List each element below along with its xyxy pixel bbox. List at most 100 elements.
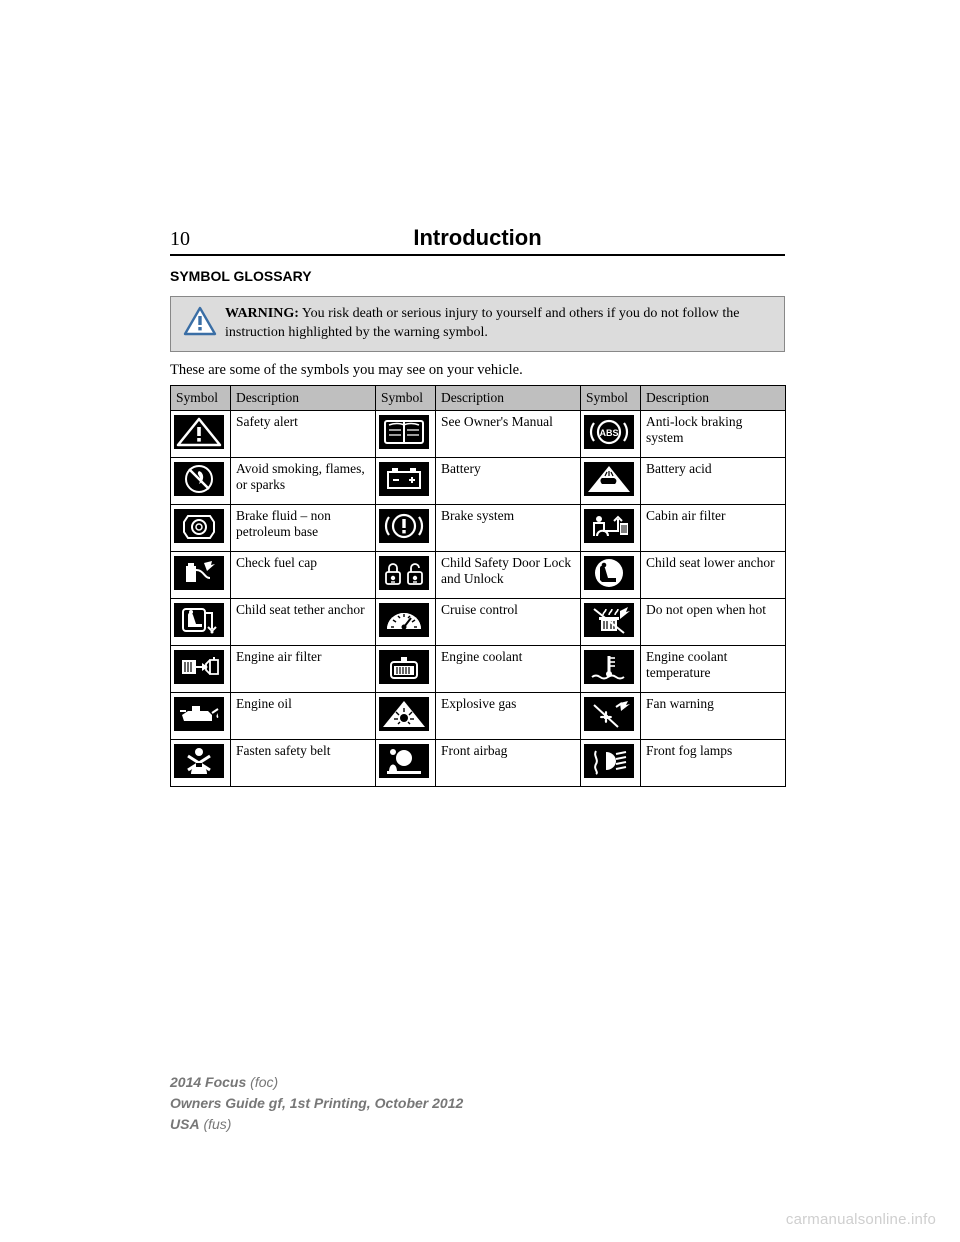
description-cell: Cabin air filter <box>641 504 786 551</box>
symbol-cell <box>376 692 436 739</box>
description-cell: Fasten safety belt <box>231 739 376 786</box>
description-cell: Child seat tether anchor <box>231 598 376 645</box>
table-row: Safety alert See Owner's Manual Anti-lock … <box>171 410 786 457</box>
warning-box: WARNING: You risk death or serious injur… <box>170 296 785 352</box>
page-content: 10 Introduction SYMBOL GLOSSARY WARNING:… <box>170 225 785 787</box>
footer-region: USA <box>170 1116 200 1132</box>
table-row: Brake fluid – non petroleum base Brake sy… <box>171 504 786 551</box>
footer-region-code: (fus) <box>200 1116 232 1132</box>
battery-acid-icon <box>584 462 634 496</box>
symbol-cell <box>376 457 436 504</box>
symbol-cell <box>171 598 231 645</box>
engine-coolant-icon <box>379 650 429 684</box>
symbol-cell <box>376 645 436 692</box>
description-cell: Battery acid <box>641 457 786 504</box>
check-fuel-cap-icon <box>174 556 224 590</box>
fan-warning-icon <box>584 697 634 731</box>
table-header: Symbol <box>581 385 641 410</box>
symbol-cell <box>376 504 436 551</box>
table-header: Description <box>436 385 581 410</box>
symbol-cell <box>581 598 641 645</box>
warning-text: You risk death or serious injury to your… <box>225 306 739 340</box>
symbol-cell <box>581 504 641 551</box>
child-lock-icon <box>379 556 429 590</box>
symbol-cell <box>171 504 231 551</box>
table-row: Child seat tether anchor Cruise control Do… <box>171 598 786 645</box>
table-header: Symbol <box>376 385 436 410</box>
table-row: Check fuel cap Child Safety Door Lock and… <box>171 551 786 598</box>
cruise-control-icon <box>379 603 429 637</box>
description-cell: Engine coolant temperature <box>641 645 786 692</box>
child-seat-lower-icon <box>584 556 634 590</box>
description-cell: Cruise control <box>436 598 581 645</box>
symbol-cell <box>581 410 641 457</box>
table-row: Fasten safety belt Front airbag Front fog … <box>171 739 786 786</box>
description-cell: Avoid smoking, flames, or sparks <box>231 457 376 504</box>
description-cell: Child Safety Door Lock and Unlock <box>436 551 581 598</box>
description-cell: Child seat lower anchor <box>641 551 786 598</box>
description-cell: Safety alert <box>231 410 376 457</box>
table-row: Engine oil Explosive gas Fan warning <box>171 692 786 739</box>
description-cell: Do not open when hot <box>641 598 786 645</box>
footer-model: 2014 Focus <box>170 1074 246 1090</box>
do-not-open-hot-icon <box>584 603 634 637</box>
symbol-cell <box>171 692 231 739</box>
table-header: Description <box>231 385 376 410</box>
description-cell: Anti-lock braking system <box>641 410 786 457</box>
symbol-cell <box>581 739 641 786</box>
warning-label: WARNING: <box>225 306 299 321</box>
description-cell: Front fog lamps <box>641 739 786 786</box>
child-seat-tether-icon <box>174 603 224 637</box>
watermark: carmanualsonline.info <box>786 1211 936 1228</box>
symbol-cell <box>171 739 231 786</box>
description-cell: Check fuel cap <box>231 551 376 598</box>
cabin-air-filter-icon <box>584 509 634 543</box>
description-cell: Battery <box>436 457 581 504</box>
symbol-cell <box>581 457 641 504</box>
description-cell: See Owner's Manual <box>436 410 581 457</box>
symbol-cell <box>171 457 231 504</box>
safety-alert-icon <box>174 415 224 449</box>
engine-oil-icon <box>174 697 224 731</box>
symbol-cell <box>376 739 436 786</box>
symbol-cell <box>376 598 436 645</box>
symbol-cell <box>581 551 641 598</box>
table-row: Avoid smoking, flames, or sparks Battery B… <box>171 457 786 504</box>
section-title: SYMBOL GLOSSARY <box>170 268 785 284</box>
owners-manual-icon <box>379 415 429 449</box>
front-fog-icon <box>584 744 634 778</box>
description-cell: Engine coolant <box>436 645 581 692</box>
symbol-cell <box>581 692 641 739</box>
engine-air-filter-icon <box>174 650 224 684</box>
warning-triangle-icon <box>183 306 217 336</box>
description-cell: Brake system <box>436 504 581 551</box>
description-cell: Engine oil <box>231 692 376 739</box>
description-cell: Brake fluid – non petroleum base <box>231 504 376 551</box>
footer-model-code: (foc) <box>246 1074 278 1090</box>
description-cell: Fan warning <box>641 692 786 739</box>
fasten-belt-icon <box>174 744 224 778</box>
description-cell: Engine air filter <box>231 645 376 692</box>
symbol-cell <box>581 645 641 692</box>
symbol-cell <box>376 410 436 457</box>
abs-icon <box>584 415 634 449</box>
table-header: Symbol <box>171 385 231 410</box>
intro-line: These are some of the symbols you may se… <box>170 362 785 379</box>
front-airbag-icon <box>379 744 429 778</box>
symbol-cell <box>171 410 231 457</box>
table-row: Engine air filter Engine coolant Engine co… <box>171 645 786 692</box>
page-header: 10 Introduction <box>170 225 785 256</box>
brake-system-icon <box>379 509 429 543</box>
explosive-gas-icon <box>379 697 429 731</box>
symbol-glossary-table: Symbol Description Symbol Description Sy… <box>170 385 786 787</box>
description-cell: Front airbag <box>436 739 581 786</box>
coolant-temp-icon <box>584 650 634 684</box>
symbol-cell <box>376 551 436 598</box>
table-header: Description <box>641 385 786 410</box>
footer-guide: Owners Guide gf, 1st Printing, October 2… <box>170 1095 463 1111</box>
brake-fluid-icon <box>174 509 224 543</box>
symbol-cell <box>171 645 231 692</box>
description-cell: Explosive gas <box>436 692 581 739</box>
page-footer: 2014 Focus (foc) Owners Guide gf, 1st Pr… <box>170 1072 463 1135</box>
no-flame-icon <box>174 462 224 496</box>
